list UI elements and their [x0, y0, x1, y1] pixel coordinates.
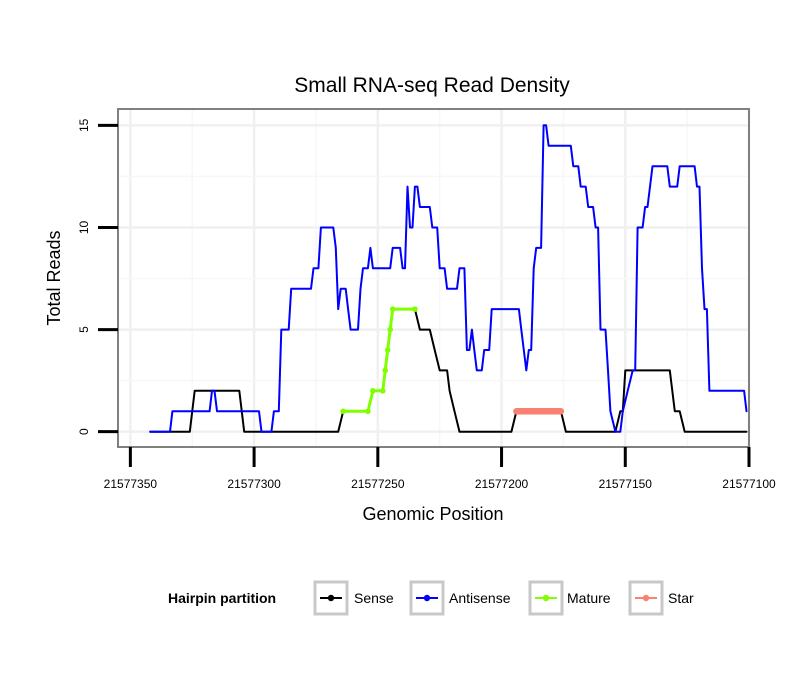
data-point-mature: [384, 347, 391, 353]
legend-key-star: [628, 580, 664, 616]
legend: Hairpin partition Sense Antisense Mature St…: [168, 580, 694, 616]
series-layer: [149, 124, 748, 433]
y-tick-label: 0: [77, 428, 91, 435]
data-point-mature: [382, 367, 389, 374]
data-point-mature: [387, 326, 393, 333]
legend-key-sense: [313, 580, 349, 616]
x-tick-label: 21577200: [475, 477, 529, 491]
data-point-mature: [379, 388, 386, 394]
x-tick-label: 21577150: [599, 477, 653, 491]
y-tick-label: 5: [77, 326, 91, 333]
legend-label-sense: Sense: [354, 590, 394, 606]
data-point-mature: [365, 408, 371, 415]
legend-label-antisense: Antisense: [449, 590, 511, 606]
x-tick-label: 21577100: [722, 477, 776, 491]
legend-label-star: Star: [668, 590, 694, 606]
x-tick-label: 21577250: [351, 477, 405, 491]
y-axis-title: Total Reads: [44, 230, 64, 325]
legend-label-mature: Mature: [567, 590, 611, 606]
y-tick-label: 15: [77, 118, 91, 132]
series-antisense: [149, 124, 748, 433]
data-point-mature: [340, 408, 346, 415]
chart-title: Small RNA-seq Read Density: [294, 74, 570, 97]
plot-border: [117, 108, 750, 448]
data-point-mature: [370, 388, 376, 394]
legend-title: Hairpin partition: [168, 590, 276, 606]
data-point-mature: [412, 306, 418, 312]
x-tick-label: 21577350: [104, 477, 158, 491]
series-sense: [149, 308, 748, 433]
legend-key-mature: [528, 580, 564, 616]
legend-key-antisense: [409, 580, 445, 616]
series-line-sense: [149, 308, 748, 433]
x-tick-label: 21577300: [227, 477, 281, 491]
series-mature: [340, 306, 418, 415]
data-point-mature: [389, 306, 396, 312]
y-tick-label: 10: [77, 220, 91, 234]
y-axis: 0 5 10 15: [77, 118, 118, 435]
x-axis-title: Genomic Position: [362, 504, 503, 524]
series-line-antisense: [149, 124, 748, 433]
x-axis: 21577350 21577300 21577250 21577200 21577150…: [104, 447, 776, 491]
